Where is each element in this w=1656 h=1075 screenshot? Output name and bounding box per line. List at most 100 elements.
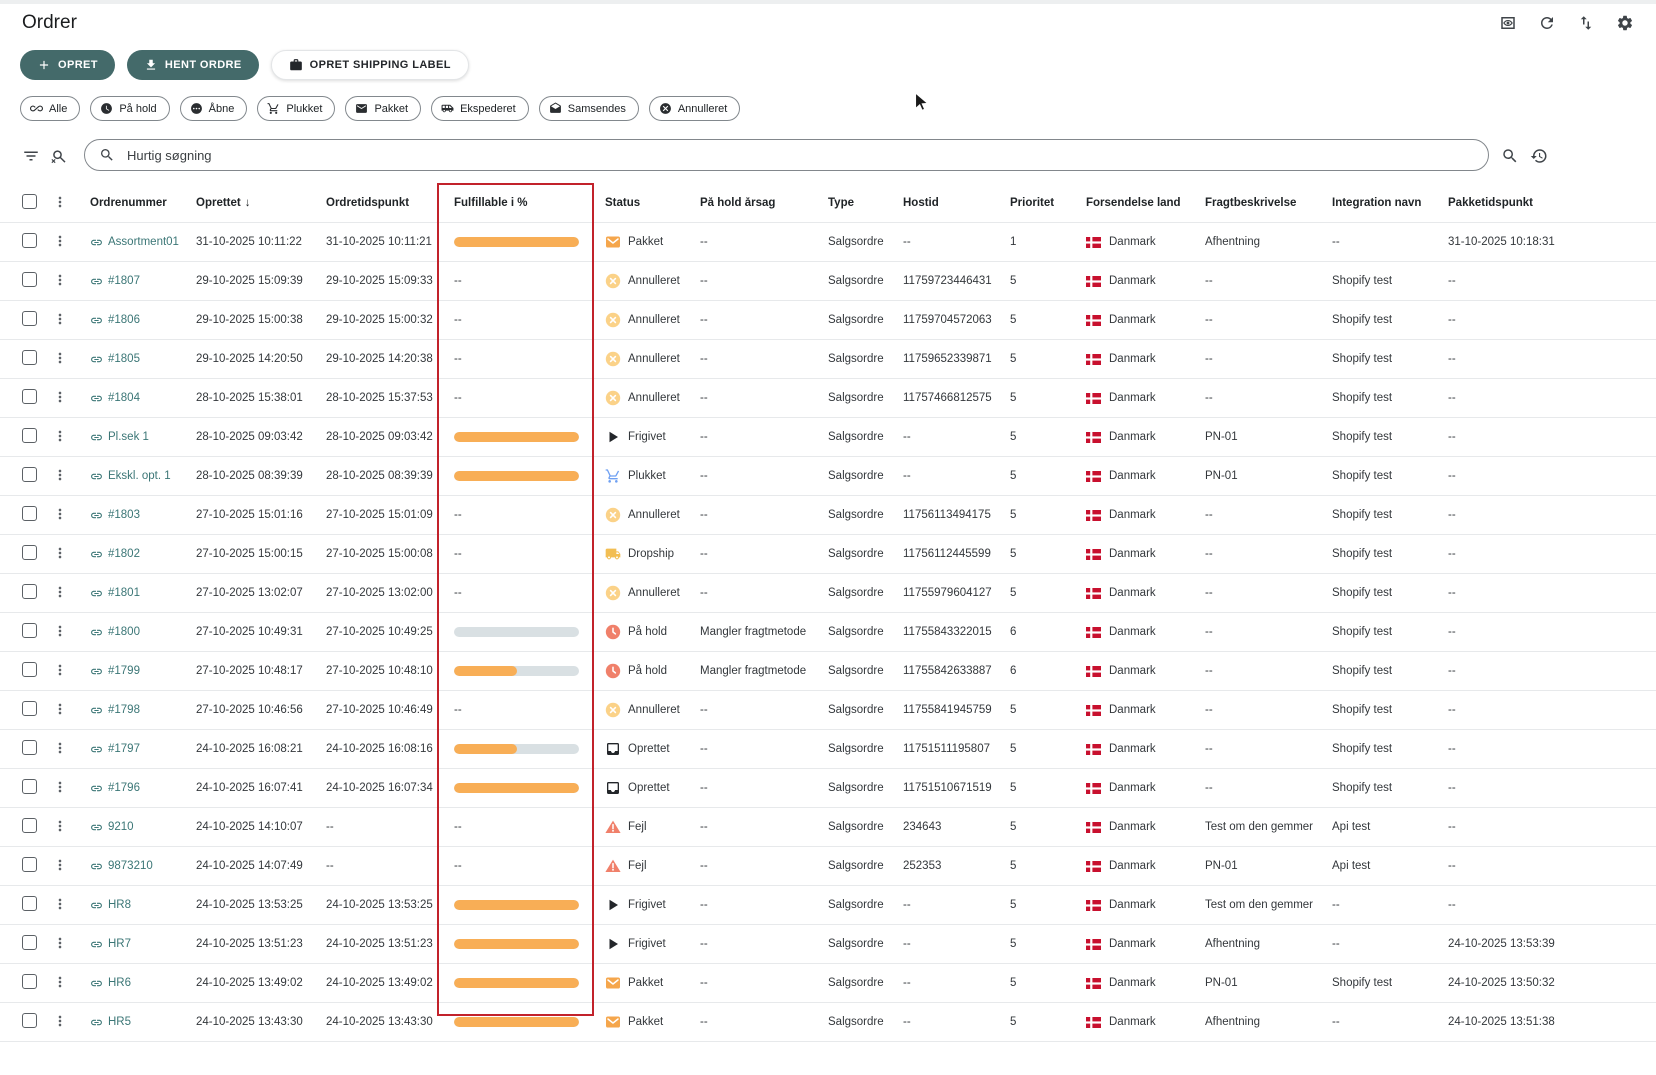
settings-icon[interactable] xyxy=(1616,14,1634,32)
column-header-fulfillable-i--[interactable]: Fulfillable i % xyxy=(454,197,528,209)
header-menu-icon[interactable] xyxy=(52,194,68,210)
row-checkbox[interactable] xyxy=(22,350,37,365)
row-checkbox[interactable] xyxy=(22,311,37,326)
column-header-pakketidspunkt[interactable]: Pakketidspunkt xyxy=(1448,197,1533,209)
column-header-type[interactable]: Type xyxy=(828,197,854,209)
order-number-link[interactable]: #1805 xyxy=(108,353,140,365)
row-checkbox[interactable] xyxy=(22,584,37,599)
order-number-link[interactable]: 9210 xyxy=(108,821,134,833)
order-number-link[interactable]: #1803 xyxy=(108,509,140,521)
row-checkbox[interactable] xyxy=(22,467,37,482)
order-number-link[interactable]: 9873210 xyxy=(108,860,153,872)
filter-chip-annulleret[interactable]: Annulleret xyxy=(648,96,741,121)
row-checkbox[interactable] xyxy=(22,428,37,443)
opret-button[interactable]: OPRET xyxy=(20,50,115,80)
row-menu-icon[interactable] xyxy=(52,740,68,756)
row-menu-icon[interactable] xyxy=(52,818,68,834)
row-menu-icon[interactable] xyxy=(52,974,68,990)
column-header-hostid[interactable]: Hostid xyxy=(903,197,939,209)
row-menu-icon[interactable] xyxy=(52,779,68,795)
opret-shipping-label-button[interactable]: OPRET SHIPPING LABEL xyxy=(270,50,469,80)
column-header-oprettet[interactable]: Oprettet ↓ xyxy=(196,197,251,209)
filter-list-icon[interactable] xyxy=(22,147,40,165)
filter-chip-pakket[interactable]: Pakket xyxy=(345,96,422,121)
row-checkbox[interactable] xyxy=(22,506,37,521)
row-menu-icon[interactable] xyxy=(52,428,68,444)
row-menu-icon[interactable] xyxy=(52,350,68,366)
row-checkbox[interactable] xyxy=(22,1013,37,1028)
search-input[interactable] xyxy=(125,146,1474,164)
hent-ordre-button[interactable]: HENT ORDRE xyxy=(126,50,259,80)
row-checkbox[interactable] xyxy=(22,389,37,404)
filter-chip-på-hold[interactable]: På hold xyxy=(90,96,170,121)
row-checkbox[interactable] xyxy=(22,857,37,872)
column-header-prioritet[interactable]: Prioritet xyxy=(1010,197,1055,209)
row-checkbox[interactable] xyxy=(22,545,37,560)
row-menu-icon[interactable] xyxy=(52,272,68,288)
column-header-forsendelse-land[interactable]: Forsendelse land xyxy=(1086,197,1181,209)
search-history-icon[interactable] xyxy=(1530,147,1548,165)
row-checkbox[interactable] xyxy=(22,272,37,287)
column-header-integration-navn[interactable]: Integration navn xyxy=(1332,197,1422,209)
select-all-checkbox[interactable] xyxy=(22,194,37,209)
row-menu-icon[interactable] xyxy=(52,896,68,912)
order-number-link[interactable]: #1802 xyxy=(108,548,140,560)
ordertime-cell: 28-10-2025 15:37:53 xyxy=(326,392,433,404)
row-checkbox[interactable] xyxy=(22,896,37,911)
order-number-link[interactable]: #1796 xyxy=(108,782,140,794)
row-checkbox[interactable] xyxy=(22,818,37,833)
order-number-link[interactable]: HR8 xyxy=(108,899,132,911)
row-checkbox[interactable] xyxy=(22,779,37,794)
row-menu-icon[interactable] xyxy=(52,857,68,873)
search-box[interactable] xyxy=(84,139,1489,171)
order-number-link[interactable]: #1797 xyxy=(108,743,140,755)
row-menu-icon[interactable] xyxy=(52,935,68,951)
row-checkbox[interactable] xyxy=(22,233,37,248)
order-number-link[interactable]: HR6 xyxy=(108,977,132,989)
filter-chip-samsendes[interactable]: Samsendes xyxy=(538,96,639,121)
row-menu-icon[interactable] xyxy=(52,623,68,639)
row-menu-icon[interactable] xyxy=(52,506,68,522)
row-menu-icon[interactable] xyxy=(52,467,68,483)
order-number-link[interactable]: Ekskl. opt. 1 xyxy=(108,470,171,482)
row-menu-icon[interactable] xyxy=(52,1013,68,1029)
filter-chip-plukket[interactable]: Plukket xyxy=(257,96,336,121)
order-number-link[interactable]: HR5 xyxy=(108,1016,132,1028)
order-number-link[interactable]: #1801 xyxy=(108,587,140,599)
order-number-link[interactable]: #1798 xyxy=(108,704,140,716)
order-number-link[interactable]: Assortment01 xyxy=(108,236,179,248)
search-off-icon[interactable] xyxy=(50,147,68,165)
row-checkbox[interactable] xyxy=(22,701,37,716)
order-number-link[interactable]: #1804 xyxy=(108,392,140,404)
order-number-link[interactable]: Pl.sek 1 xyxy=(108,431,149,443)
row-menu-icon[interactable] xyxy=(52,389,68,405)
column-header-ordrenummer[interactable]: Ordrenummer xyxy=(90,197,167,209)
column-header-status[interactable]: Status xyxy=(605,197,641,209)
column-header-på-hold-årsag[interactable]: På hold årsag xyxy=(700,197,776,209)
advanced-search-icon[interactable] xyxy=(1501,147,1519,165)
refresh-icon[interactable] xyxy=(1538,14,1556,32)
sort-rows-icon[interactable] xyxy=(1577,14,1595,32)
row-checkbox[interactable] xyxy=(22,974,37,989)
filter-chip-ekspederet[interactable]: Ekspederet xyxy=(431,96,529,121)
row-checkbox[interactable] xyxy=(22,740,37,755)
row-menu-icon[interactable] xyxy=(52,662,68,678)
row-menu-icon[interactable] xyxy=(52,584,68,600)
row-menu-icon[interactable] xyxy=(52,701,68,717)
row-menu-icon[interactable] xyxy=(52,233,68,249)
preview-toggle-icon[interactable] xyxy=(1499,14,1517,32)
filter-chip-alle[interactable]: Alle xyxy=(20,96,81,121)
row-checkbox[interactable] xyxy=(22,662,37,677)
column-header-ordretidspunkt[interactable]: Ordretidspunkt xyxy=(326,197,410,209)
order-number-link[interactable]: HR7 xyxy=(108,938,132,950)
order-number-link[interactable]: #1799 xyxy=(108,665,140,677)
row-menu-icon[interactable] xyxy=(52,545,68,561)
filter-chip-åbne[interactable]: Åbne xyxy=(179,96,248,121)
column-header-fragtbeskrivelse[interactable]: Fragtbeskrivelse xyxy=(1205,197,1297,209)
row-checkbox[interactable] xyxy=(22,623,37,638)
row-checkbox[interactable] xyxy=(22,935,37,950)
order-number-link[interactable]: #1807 xyxy=(108,275,140,287)
order-number-link[interactable]: #1800 xyxy=(108,626,140,638)
row-menu-icon[interactable] xyxy=(52,311,68,327)
order-number-link[interactable]: #1806 xyxy=(108,314,140,326)
